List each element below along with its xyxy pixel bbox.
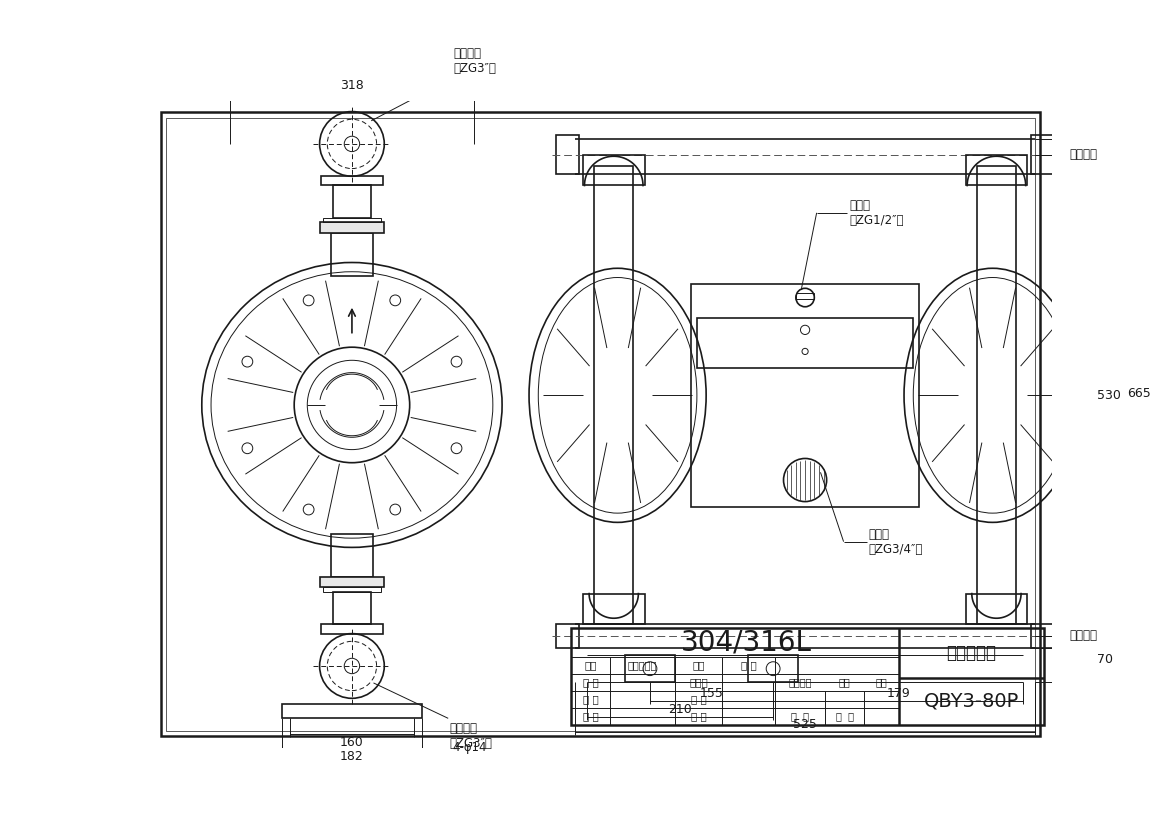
Bar bbox=[1031, 135, 1054, 174]
Bar bbox=[582, 594, 645, 624]
Text: 179: 179 bbox=[886, 687, 911, 701]
Text: 日 期: 日 期 bbox=[690, 711, 707, 721]
Text: 消声器
（ZG3/4″）: 消声器 （ZG3/4″） bbox=[868, 528, 922, 555]
Text: 工 艺: 工 艺 bbox=[582, 711, 599, 721]
Text: 第  页: 第 页 bbox=[836, 711, 853, 721]
Text: 318: 318 bbox=[340, 79, 363, 92]
Bar bbox=[556, 135, 579, 174]
Text: 304/316L: 304/316L bbox=[681, 628, 812, 657]
Text: 70: 70 bbox=[1097, 653, 1112, 665]
Bar bbox=[556, 624, 579, 648]
Text: 155: 155 bbox=[700, 687, 723, 701]
Text: 物料出口
（ZG3″）: 物料出口 （ZG3″） bbox=[454, 46, 497, 75]
Bar bbox=[322, 218, 381, 223]
Text: 审 核: 审 核 bbox=[582, 694, 599, 704]
Bar bbox=[966, 155, 1027, 186]
Bar bbox=[582, 155, 645, 186]
Bar bbox=[966, 594, 1027, 624]
Text: 更改文件号: 更改文件号 bbox=[628, 660, 657, 670]
Bar bbox=[282, 705, 422, 718]
Bar bbox=[796, 293, 815, 299]
Text: 设 计: 设 计 bbox=[582, 677, 599, 687]
Text: 标准化: 标准化 bbox=[689, 677, 708, 687]
Text: （出口）: （出口） bbox=[1070, 148, 1098, 161]
Bar bbox=[1031, 624, 1054, 648]
Text: QBY3-80P: QBY3-80P bbox=[924, 692, 1018, 711]
Bar bbox=[333, 592, 372, 624]
Bar bbox=[333, 186, 372, 218]
Bar bbox=[697, 318, 913, 369]
Bar bbox=[748, 655, 798, 682]
Text: 日 期: 日 期 bbox=[741, 660, 756, 670]
Bar bbox=[321, 624, 383, 633]
Bar bbox=[625, 655, 675, 682]
Text: 比例: 比例 bbox=[875, 677, 887, 687]
Text: 4-φ14: 4-φ14 bbox=[452, 741, 488, 754]
Text: 525: 525 bbox=[793, 718, 817, 731]
Text: 210: 210 bbox=[668, 702, 691, 716]
Text: （进口）: （进口） bbox=[1070, 629, 1098, 643]
Text: 标记: 标记 bbox=[585, 660, 597, 670]
Text: 图样标记: 图样标记 bbox=[789, 677, 812, 687]
Text: 物料进口
（ZG3″）: 物料进口 （ZG3″） bbox=[450, 722, 492, 750]
Bar bbox=[690, 284, 919, 507]
Bar bbox=[572, 628, 1044, 724]
Bar bbox=[594, 166, 633, 624]
Text: 签字: 签字 bbox=[693, 660, 704, 670]
Bar bbox=[322, 587, 381, 592]
Text: 安装尺寸图: 安装尺寸图 bbox=[947, 644, 996, 662]
Text: 160: 160 bbox=[340, 737, 363, 749]
Bar bbox=[320, 223, 384, 234]
Text: 进气口
（ZG1/2″）: 进气口 （ZG1/2″） bbox=[849, 199, 904, 227]
Text: 共  页: 共 页 bbox=[791, 711, 810, 721]
Bar bbox=[331, 533, 373, 576]
Bar bbox=[321, 176, 383, 186]
Bar bbox=[977, 166, 1016, 624]
Text: 重量: 重量 bbox=[839, 677, 851, 687]
Text: 530: 530 bbox=[1097, 389, 1120, 402]
Text: 批 准: 批 准 bbox=[690, 694, 707, 704]
Text: 182: 182 bbox=[340, 750, 363, 764]
Text: 665: 665 bbox=[1127, 387, 1151, 400]
Bar bbox=[331, 234, 373, 276]
Bar bbox=[320, 576, 384, 587]
